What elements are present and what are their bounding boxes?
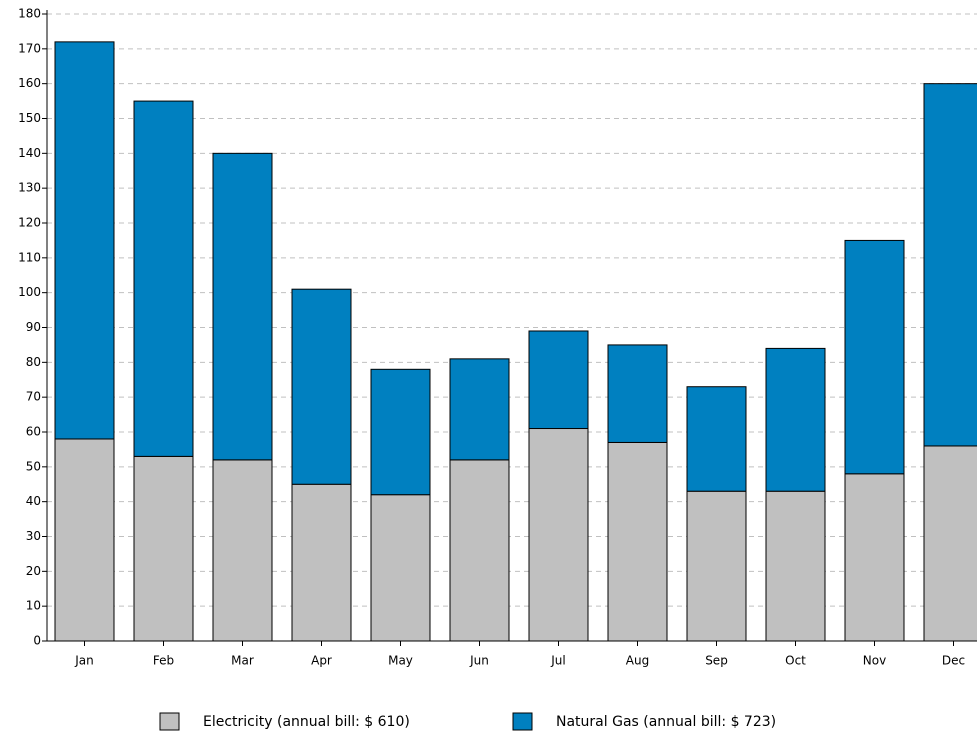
y-tick-label: 120 <box>18 216 41 230</box>
bar-segment <box>370 494 431 642</box>
y-tick-label: 90 <box>26 320 41 334</box>
legend: Electricity (annual bill: $ 610) Natural … <box>159 712 776 731</box>
bar-segment <box>370 368 431 496</box>
y-tick-label: 40 <box>26 494 41 508</box>
bar-segment <box>54 438 115 642</box>
bar-segment <box>607 344 668 443</box>
y-tick-label: 170 <box>18 41 41 55</box>
x-tick-label: Feb <box>153 654 174 668</box>
bar-segment <box>607 441 668 642</box>
y-tick-label: 80 <box>26 355 41 369</box>
legend-label: Electricity (annual bill: $ 610) <box>203 714 410 730</box>
x-tick-label: Nov <box>863 654 886 668</box>
y-tick-label: 20 <box>26 564 41 578</box>
bar-segment <box>844 239 905 475</box>
bar-segment <box>765 490 826 642</box>
y-tick-label: 70 <box>26 390 41 404</box>
y-tick-label: 150 <box>18 111 41 125</box>
bar-segment <box>212 152 273 461</box>
x-tick-label: Sep <box>705 654 728 668</box>
bar-segment <box>765 347 826 492</box>
y-tick-label: 30 <box>26 529 41 543</box>
legend-swatch <box>512 712 533 731</box>
bar-segment <box>291 483 352 642</box>
legend-swatch <box>159 712 180 731</box>
y-tick-label: 0 <box>33 634 41 648</box>
x-tick-label: May <box>388 654 413 668</box>
y-tick-label: 10 <box>26 599 41 613</box>
x-tick-label: Jul <box>550 654 565 668</box>
bar-segment <box>923 445 977 642</box>
bar-segment <box>212 459 273 642</box>
bar-segment <box>133 455 194 642</box>
bar-segment <box>449 459 510 642</box>
bar-segment <box>449 358 510 461</box>
x-tick-label: Mar <box>231 654 254 668</box>
bar-segment <box>686 386 747 492</box>
y-tick-label: 180 <box>18 7 41 21</box>
bar-segment <box>844 473 905 642</box>
y-tick-label: 60 <box>26 425 41 439</box>
bar-segment <box>528 428 589 642</box>
x-tick-label: Jun <box>469 654 489 668</box>
x-tick-label: Apr <box>311 654 332 668</box>
bar-segment <box>291 288 352 485</box>
y-tick-label: 160 <box>18 76 41 90</box>
y-tick-label: 130 <box>18 181 41 195</box>
x-tick-label: Jan <box>74 654 94 668</box>
y-tick-label: 140 <box>18 146 41 160</box>
bar-segment <box>54 41 115 440</box>
y-tick-label: 50 <box>26 459 41 473</box>
x-tick-label: Aug <box>626 654 649 668</box>
bar-segment <box>923 83 977 447</box>
y-tick-label: 110 <box>18 250 41 264</box>
legend-label: Natural Gas (annual bill: $ 723) <box>556 714 776 730</box>
bar-segment <box>686 490 747 642</box>
y-tick-label: 100 <box>18 285 41 299</box>
bar-segment <box>528 330 589 430</box>
x-tick-label: Dec <box>942 654 965 668</box>
x-tick-label: Oct <box>785 654 806 668</box>
bar-segment <box>133 100 194 457</box>
